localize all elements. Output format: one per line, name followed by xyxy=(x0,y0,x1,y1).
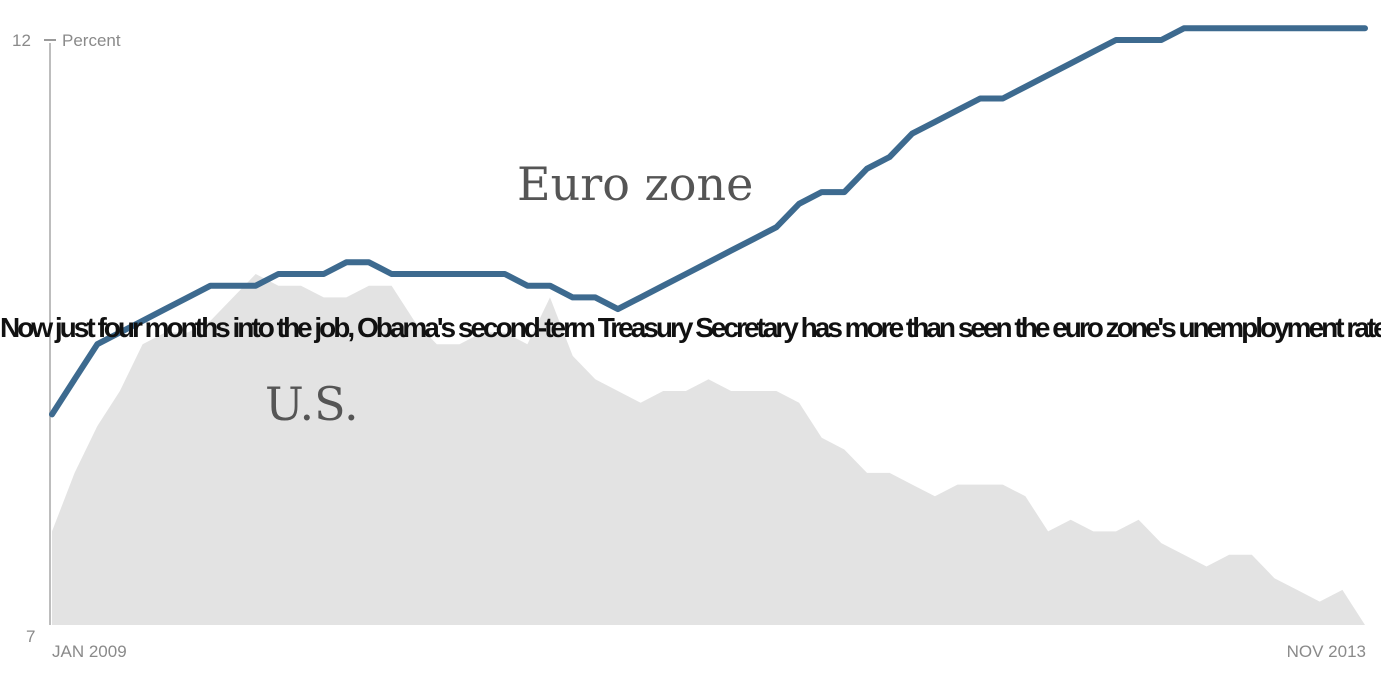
euro-line-layer xyxy=(49,25,1368,418)
y-tick-label-top: 12 xyxy=(12,31,31,50)
overlay-caption-text: Now just four months into the job, Obama… xyxy=(0,312,1381,343)
us-series-label: U.S. xyxy=(265,377,359,431)
x-end-label: NOV 2013 xyxy=(1287,642,1366,661)
euro-zone-series-label: Euro zone xyxy=(517,157,753,211)
euro-zone-unemployment-line xyxy=(49,25,1368,418)
us-unemployment-area xyxy=(52,274,1365,625)
us-area-layer xyxy=(52,274,1365,625)
y-unit-label: Percent xyxy=(62,31,121,50)
x-start-label: JAN 2009 xyxy=(52,642,127,661)
y-tick-label-bottom: 7 xyxy=(26,627,35,646)
